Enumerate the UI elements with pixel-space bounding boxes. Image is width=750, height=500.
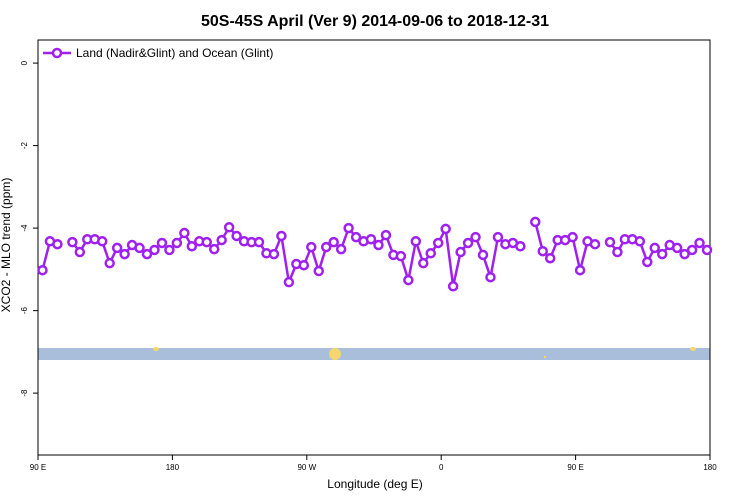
- y-tick-label: -8: [20, 389, 29, 397]
- data-point: [373, 239, 384, 251]
- data-point: [589, 238, 601, 250]
- data-point: [111, 242, 123, 254]
- data-point: [149, 244, 160, 256]
- data-point: [477, 249, 489, 261]
- data-point: [171, 237, 183, 249]
- data-point: [410, 236, 422, 247]
- data-point: [313, 265, 324, 277]
- data-point: [216, 234, 227, 246]
- data-point: [283, 276, 295, 288]
- surface-band: [38, 348, 710, 360]
- land-marker: [329, 348, 341, 360]
- data-point: [208, 243, 220, 255]
- y-tick-label: -4: [20, 224, 29, 232]
- data-point: [515, 241, 526, 252]
- land-marker: [690, 347, 696, 351]
- x-tick-label: 0: [439, 463, 444, 472]
- data-point: [440, 223, 451, 235]
- data-point: [418, 257, 429, 269]
- x-tick-label: 90 E: [30, 463, 46, 472]
- data-point: [694, 237, 705, 249]
- data-point: [52, 238, 63, 250]
- data-point: [455, 246, 466, 258]
- data-point: [298, 259, 310, 271]
- data-point: [485, 271, 496, 283]
- data-point: [343, 222, 354, 234]
- data-point: [253, 236, 265, 248]
- y-tick-label: -6: [20, 307, 29, 315]
- data-point: [701, 244, 713, 256]
- land-marker: [153, 347, 159, 351]
- data-point: [104, 257, 115, 269]
- land-marker: [543, 355, 547, 359]
- data-point: [179, 227, 190, 239]
- data-point: [447, 281, 459, 292]
- data-point: [223, 222, 235, 233]
- data-point: [156, 237, 168, 249]
- data-point: [335, 243, 347, 255]
- data-point: [567, 231, 578, 243]
- data-point: [201, 236, 212, 248]
- x-tick-label: 90 E: [567, 463, 583, 472]
- data-point: [328, 236, 339, 248]
- x-tick-label: 180: [703, 463, 717, 472]
- data-point: [350, 231, 362, 243]
- data-point: [380, 229, 392, 241]
- data-point: [656, 248, 668, 260]
- data-point: [544, 252, 556, 264]
- data-point: [462, 237, 474, 249]
- series-line: [71, 224, 521, 287]
- y-tick-label: -2: [20, 142, 29, 150]
- x-tick-label: 180: [166, 463, 180, 472]
- data-point: [134, 242, 145, 254]
- data-point: [492, 231, 504, 243]
- data-point: [186, 241, 198, 252]
- data-point: [574, 264, 586, 276]
- data-point: [96, 236, 108, 247]
- data-point: [470, 231, 481, 243]
- data-point: [432, 237, 444, 249]
- data-point: [276, 230, 287, 242]
- data-point: [612, 246, 623, 258]
- data-point: [403, 274, 414, 286]
- data-point: [604, 236, 616, 248]
- chart-title: 50S-45S April (Ver 9) 2014-09-06 to 2018…: [201, 13, 549, 30]
- data-point: [74, 246, 86, 258]
- y-tick-label: 0: [20, 60, 29, 65]
- legend-label: Land (Nadir&Glint) and Ocean (Glint): [76, 46, 273, 60]
- data-point: [365, 233, 377, 245]
- x-tick-label: 90 W: [297, 463, 316, 472]
- legend-marker: [51, 47, 63, 59]
- data-point: [530, 216, 541, 228]
- data-point: [686, 244, 698, 256]
- data-point: [268, 248, 280, 260]
- data-point: [634, 236, 646, 247]
- data-point: [425, 248, 436, 259]
- data-point: [231, 230, 242, 242]
- data-point: [37, 264, 48, 276]
- data-point: [671, 242, 683, 254]
- y-axis-label: XCO2 - MLO trend (ppm): [0, 178, 13, 313]
- data-point: [306, 241, 317, 253]
- data-point: [537, 245, 548, 257]
- data-point: [141, 248, 153, 260]
- data-point: [164, 244, 175, 256]
- data-point: [642, 256, 653, 268]
- data-point: [395, 250, 407, 262]
- data-point: [67, 236, 78, 248]
- data-point: [679, 248, 690, 260]
- data-point: [320, 241, 332, 253]
- data-point: [119, 248, 130, 260]
- data-point: [649, 242, 660, 254]
- x-axis-label: Longitude (deg E): [327, 477, 422, 491]
